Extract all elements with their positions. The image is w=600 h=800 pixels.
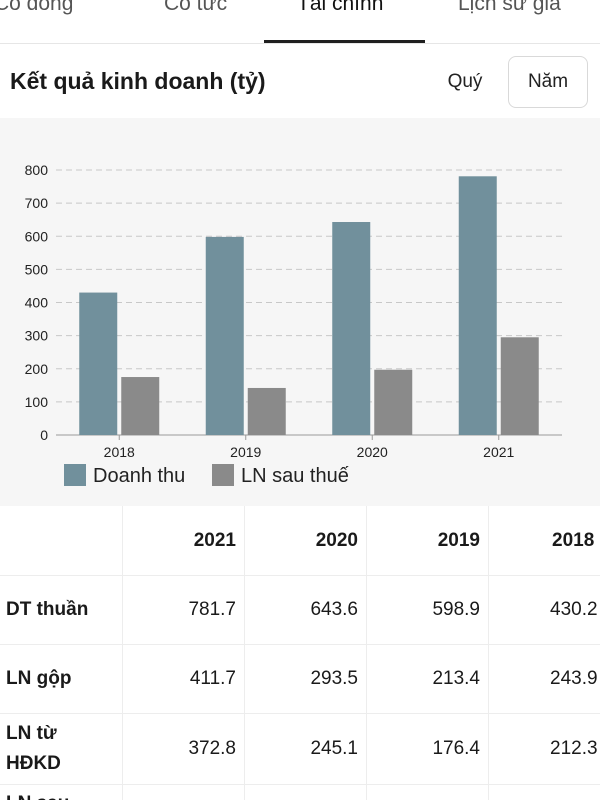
bar-revenue <box>458 176 497 435</box>
legend-revenue-swatch <box>64 464 86 486</box>
business-results-chart: 0 100 200 300 400 500 600 700 800 2018 2019 2020 202… <box>25 162 562 487</box>
tab-dividends[interactable]: Cổ tức <box>164 0 228 15</box>
section-header: Kết quả kinh doanh (tỷ) Quý Năm <box>0 45 600 120</box>
y-tick-label: 0 <box>40 427 48 443</box>
table-cell: 372.8 <box>123 714 245 784</box>
tab-price-history[interactable]: Lịch sử giá <box>458 0 561 15</box>
bar-revenue <box>79 292 118 435</box>
table-cell: 176.4 <box>367 714 489 784</box>
bar-revenue <box>332 222 371 435</box>
y-tick-label: 200 <box>25 361 49 377</box>
legend-net-profit-label: LN sau thuế <box>241 465 349 487</box>
section-title: Kết quả kinh doanh (tỷ) <box>10 68 266 94</box>
x-tick-label: 2020 <box>357 444 388 460</box>
table-cell: 293.5 <box>245 645 367 713</box>
table-cell: 213.4 <box>367 645 489 713</box>
table-cell <box>123 785 245 800</box>
x-tick-label: 2018 <box>104 444 135 460</box>
table-cell: 598.9 <box>367 576 489 644</box>
table-row: LN sau <box>0 785 600 800</box>
table-cell <box>489 785 600 800</box>
row-label: LN từ HĐKD <box>0 714 123 784</box>
column-header: 2019 <box>367 506 489 575</box>
bar-net-profit <box>500 337 539 435</box>
y-tick-label: 400 <box>25 295 49 311</box>
bar-net-profit <box>121 377 160 435</box>
y-tick-label: 100 <box>25 394 49 410</box>
column-header: 2021 <box>123 506 245 575</box>
table-cell: 430.2 <box>550 599 598 620</box>
table-header-row: 2021 2020 2019 2018 <box>0 506 600 576</box>
bar-net-profit <box>247 387 286 435</box>
table-cell: 781.7 <box>123 576 245 644</box>
x-tick-label: 2021 <box>483 444 514 460</box>
y-tick-label: 300 <box>25 328 49 344</box>
y-tick-label: 600 <box>25 228 49 244</box>
tab-shareholders[interactable]: Cổ đông <box>0 0 74 15</box>
table-corner-cell <box>0 506 123 575</box>
row-label: DT thuần <box>0 576 123 644</box>
table-row: DT thuần 781.7 643.6 598.9 430.2 <box>0 576 600 645</box>
legend-revenue-label: Doanh thu <box>93 465 185 487</box>
bar-net-profit <box>374 369 413 435</box>
period-year-button[interactable]: Năm <box>508 56 588 108</box>
x-tick-label: 2019 <box>230 444 261 460</box>
legend-net-profit-swatch <box>212 464 234 486</box>
table-row: LN gộp 411.7 293.5 213.4 243.9 <box>0 645 600 714</box>
y-tick-label: 500 <box>25 261 49 277</box>
table-cell <box>245 785 367 800</box>
table-cell: 643.6 <box>245 576 367 644</box>
y-tick-label: 800 <box>25 162 49 178</box>
tab-bar: Cổ đông Cổ tức Tài chính Lịch sử giá <box>0 0 600 44</box>
row-label: LN sau <box>0 785 123 800</box>
table-cell <box>367 785 489 800</box>
row-label: LN gộp <box>0 645 123 713</box>
active-tab-indicator <box>264 40 425 43</box>
bar-revenue <box>205 236 244 435</box>
table-cell: 245.1 <box>245 714 367 784</box>
column-header: 2018 <box>552 529 595 551</box>
table-row: LN từ HĐKD 372.8 245.1 176.4 212.3 <box>0 714 600 785</box>
table-cell: 411.7 <box>123 645 245 713</box>
table-cell: 212.3 <box>550 738 598 759</box>
column-header: 2020 <box>245 506 367 575</box>
y-tick-label: 700 <box>25 195 49 211</box>
tab-finance[interactable]: Tài chính <box>297 0 384 15</box>
table-cell: 243.9 <box>550 668 598 689</box>
period-quarter-button[interactable]: Quý <box>447 71 483 92</box>
